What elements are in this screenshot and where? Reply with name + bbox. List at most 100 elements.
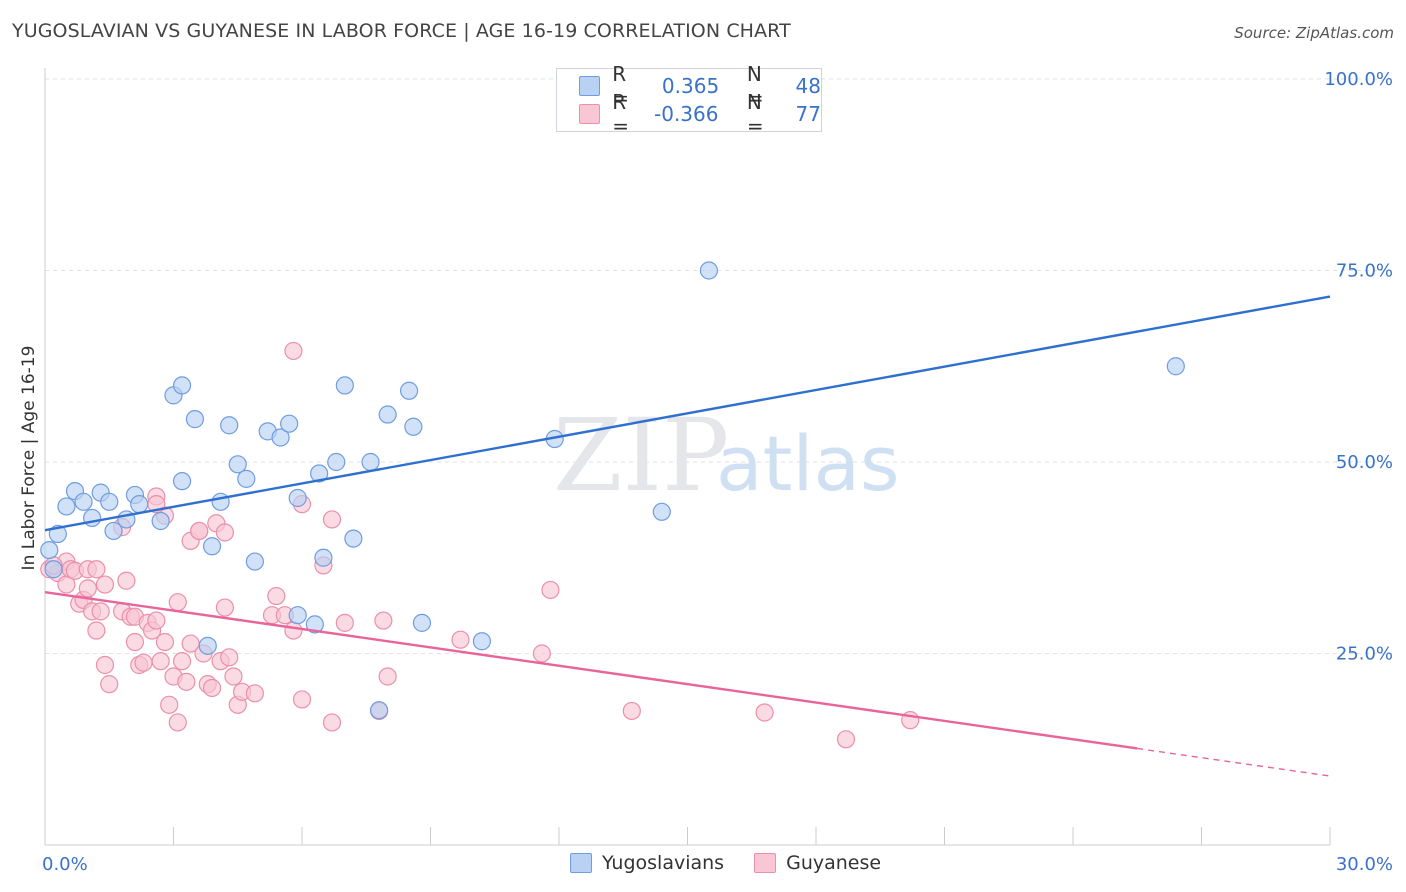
yugoslavian-point xyxy=(220,416,239,435)
yugoslavian-point xyxy=(271,428,290,447)
trendlines xyxy=(44,295,1331,777)
legend-swatch-blue xyxy=(570,853,592,873)
guyanese-point xyxy=(151,652,170,671)
legend-r-label: R = xyxy=(612,90,630,138)
legend-n-value: 48 xyxy=(795,74,821,98)
legend-row-guyanese: R = -0.366 N = 77 xyxy=(579,90,821,138)
guyanese-point xyxy=(87,560,106,579)
guyanese-point xyxy=(134,653,153,672)
guyanese-point xyxy=(155,632,175,652)
guyanese-point xyxy=(541,580,560,600)
guyanese-point xyxy=(177,672,196,691)
watermark-atlas: atlas xyxy=(716,419,900,508)
yugoslavian-point xyxy=(40,540,59,560)
legend-r-label: R = xyxy=(612,62,630,110)
guyanese-point xyxy=(172,652,192,671)
legend-n-label: N = xyxy=(746,90,764,138)
guyanese-point xyxy=(224,667,243,686)
yugoslavian-point xyxy=(245,552,264,571)
guyanese-point xyxy=(292,690,312,709)
guyanese-point xyxy=(622,701,641,721)
guyanese-point xyxy=(322,510,342,529)
yugoslavian-point xyxy=(344,529,363,548)
yugoslavian-point xyxy=(104,521,123,541)
trendline-yugoslavians xyxy=(44,295,1331,532)
yugoslavian-point xyxy=(399,381,419,400)
yugoslavian-point xyxy=(44,560,63,579)
guyanese-point xyxy=(202,678,222,698)
legend-swatch-pink xyxy=(754,853,777,873)
guyanese-point xyxy=(755,703,774,722)
guyanese-point xyxy=(215,523,234,542)
trendline-guyanese xyxy=(44,591,1138,750)
y-tick-label: 50.0% xyxy=(1336,452,1393,473)
guyanese-point xyxy=(374,611,393,630)
guyanese-point xyxy=(125,632,145,652)
axes xyxy=(44,68,1331,846)
y-tick-label: 100.0% xyxy=(1324,69,1393,90)
guyanese-point xyxy=(532,644,551,663)
yugoslavian-point xyxy=(211,492,230,511)
yugoslavian-point xyxy=(288,488,307,508)
yugoslavian-point xyxy=(327,452,346,472)
legend-n-label: N = xyxy=(746,62,764,110)
yugoslavian-point xyxy=(202,537,222,556)
guyanese-point xyxy=(267,586,286,606)
gridlines xyxy=(45,78,1392,654)
legend-label: Yugoslavians xyxy=(602,852,725,874)
guyanese-point xyxy=(190,521,209,541)
guyanese-point xyxy=(87,621,106,640)
guyanese-point xyxy=(335,613,354,632)
guyanese-point xyxy=(168,593,187,612)
guyanese-point xyxy=(836,730,856,749)
guyanese-point xyxy=(245,684,264,703)
legend-r-value: 0.365 xyxy=(661,74,720,98)
yugoslavian-point xyxy=(305,615,324,634)
trendline-extrapolation xyxy=(1137,747,1331,777)
guyanese-point xyxy=(95,655,115,675)
source-label: Source: ZipAtlas.com xyxy=(1234,24,1394,42)
guyanese-point xyxy=(322,713,342,732)
guyanese-point xyxy=(147,611,166,630)
yugoslavian-point xyxy=(404,417,423,436)
legend-n-value: 77 xyxy=(795,102,821,126)
x-tick-label: 0.0% xyxy=(42,854,88,875)
guyanese-point xyxy=(117,571,136,590)
yugoslavian-point xyxy=(378,405,397,424)
legend-item-yugoslavians: Yugoslavians xyxy=(570,852,724,874)
guyanese-point xyxy=(168,713,187,732)
yugoslavian-point xyxy=(237,469,256,488)
y-tick-label: 25.0% xyxy=(1336,644,1393,665)
yugoslavian-point xyxy=(57,497,76,516)
yugoslavian-point xyxy=(130,495,149,514)
guyanese-point xyxy=(451,630,470,649)
guyanese-point xyxy=(78,579,97,598)
series-legend: Yugoslavians Guyanese xyxy=(570,852,911,874)
guyanese-point xyxy=(284,621,303,640)
guyanese-point xyxy=(160,695,179,714)
yugoslavian-point xyxy=(314,548,333,567)
yugoslavian-point xyxy=(335,376,354,395)
guyanese-point xyxy=(91,602,110,621)
watermark-zip: ZIP xyxy=(553,397,729,514)
tick-labels: 25.0% 50.0% 75.0% 100.0% 0.0% 30.0% xyxy=(42,69,1393,875)
yugoslavian-point xyxy=(288,606,307,625)
legend-r-value: -0.366 xyxy=(654,102,719,126)
chart-title: YUGOSLAVIAN VS GUYANESE IN LABOR FORCE |… xyxy=(12,20,791,42)
yugoslavian-point xyxy=(370,701,389,720)
yugoslavian-point xyxy=(699,261,719,280)
legend-swatch-pink xyxy=(579,104,601,124)
yugoslavian-point xyxy=(280,414,299,433)
y-tick-label: 75.0% xyxy=(1336,261,1393,282)
legend-item-guyanese: Guyanese xyxy=(754,852,881,874)
guyanese-point xyxy=(378,667,397,686)
yugoslavian-point xyxy=(652,502,671,521)
guyanese-point xyxy=(220,648,239,667)
watermark: ZIP atlas xyxy=(553,397,900,514)
yugoslavian-point xyxy=(198,636,217,655)
legend-swatch-blue xyxy=(579,76,601,96)
legend-row-yugoslavians: R = 0.365 N = 48 xyxy=(579,62,821,110)
yugoslavian-point xyxy=(151,511,170,531)
yugoslavian-point xyxy=(310,464,329,483)
guyanese-point xyxy=(284,341,303,361)
